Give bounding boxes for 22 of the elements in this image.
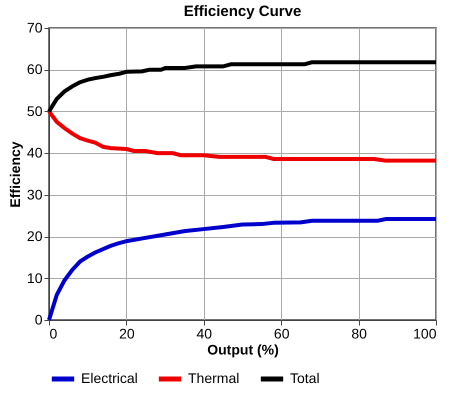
y-tick-label: 10	[26, 270, 43, 286]
y-tick-label: 30	[26, 186, 43, 202]
y-tick-label: 20	[26, 228, 43, 244]
x-tick-label: 80	[351, 326, 368, 342]
x-tick-label: 40	[196, 326, 212, 342]
x-tick-label: 20	[119, 326, 135, 342]
y-axis-title: Efficiency	[6, 141, 23, 208]
x-axis-title: Output (%)	[207, 342, 279, 358]
legend-label: Thermal	[188, 370, 240, 386]
y-tick-label: 70	[26, 20, 43, 36]
x-tick-label: 60	[274, 326, 290, 342]
legend-label: Electrical	[81, 370, 138, 386]
y-tick-label: 0	[34, 312, 43, 328]
y-tick-label: 60	[26, 61, 43, 78]
x-tick-label: 100	[413, 326, 437, 342]
legend-label: Total	[290, 370, 320, 386]
y-tick-label: 50	[26, 102, 43, 119]
chart-title: Efficiency Curve	[184, 3, 302, 20]
y-tick-label: 40	[26, 144, 43, 161]
line-series	[47, 109, 438, 163]
x-tick-label: 0	[50, 326, 58, 342]
line-series	[47, 60, 438, 114]
